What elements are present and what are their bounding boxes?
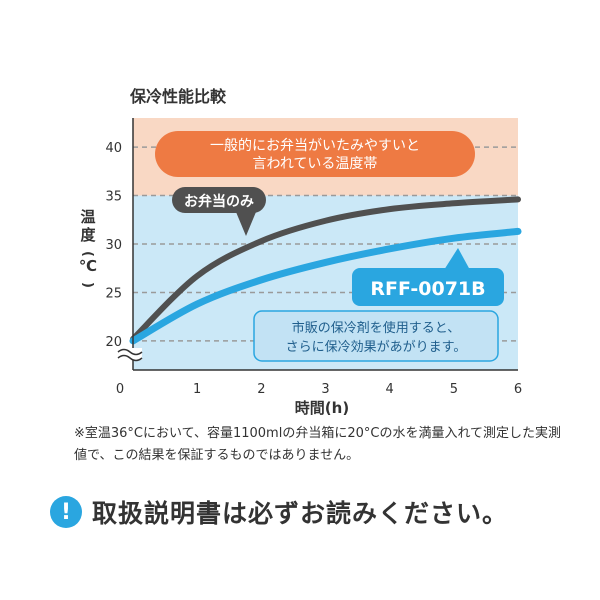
series-line-bento — [130, 196, 521, 342]
callout-box — [253, 310, 499, 362]
y-axis-label: 温度 (℃) — [79, 208, 97, 288]
y-tick-label: 30 — [105, 238, 122, 253]
product-label-text: RFF-0071B — [370, 278, 485, 300]
callout-line2: さらに保冷効果があがります。 — [286, 340, 467, 355]
footnote: ※室温36°Cにおいて、容量1100mlの弁当箱に20°Cの水を満量入れて測定し… — [74, 426, 562, 463]
danger-label-line1: 一般的にお弁当がいたみやすいと — [210, 138, 420, 154]
axis-break-mark — [117, 354, 143, 362]
y-axis-label-char: ℃ — [79, 257, 97, 275]
danger-label-pill — [155, 131, 475, 177]
axis-break-gap — [118, 348, 142, 360]
bento-label-text: お弁当のみ — [184, 193, 254, 210]
x-axis-label: 時間(h) — [295, 399, 349, 417]
x-tick-label: 2 — [257, 382, 265, 397]
notice: ! 取扱説明書は必ずお読みください。 — [50, 492, 508, 532]
callout-line1: 市販の保冷剤を使用すると、 — [292, 320, 460, 336]
y-axis-label-char: 温 — [80, 208, 95, 226]
axis-break-mark — [117, 348, 143, 356]
series-lines — [129, 196, 522, 345]
axes — [132, 118, 518, 371]
callout: 市販の保冷剤を使用すると、 さらに保冷効果があがります。 — [253, 310, 499, 362]
x-tick-labels: 0 1 2 3 4 5 6 — [116, 382, 522, 397]
y-tick-label: 20 — [105, 335, 122, 350]
product-label-box — [352, 268, 504, 306]
series-label-product: RFF-0071B — [352, 248, 504, 306]
product-label-pointer — [444, 248, 470, 270]
y-tick-label: 35 — [105, 190, 122, 205]
y-tick-labels: 20 25 30 35 40 — [105, 141, 122, 350]
notice-text: 取扱説明書は必ずお読みください。 — [92, 499, 509, 528]
x-tick-label: 4 — [386, 382, 394, 397]
y-axis-label-char: ) — [80, 282, 95, 288]
y-tick-label: 40 — [105, 141, 122, 156]
exclamation-icon: ! — [50, 496, 82, 528]
bento-label-pointer — [236, 212, 256, 236]
x-tick-label: 1 — [193, 382, 201, 397]
x-tick-label: 3 — [321, 382, 329, 397]
chart-title: 保冷性能比較 — [129, 87, 227, 106]
y-axis-label-char: ( — [80, 251, 95, 257]
y-tick-label: 25 — [105, 286, 122, 301]
x-tick-label: 0 — [116, 382, 124, 397]
axis-break — [117, 348, 143, 362]
bento-label-box — [172, 187, 266, 213]
danger-zone-label: 一般的にお弁当がいたみやすいと 言われている温度帯 — [155, 131, 475, 177]
danger-label-line2: 言われている温度帯 — [253, 156, 378, 172]
series-line-product — [129, 227, 522, 345]
x-tick-label: 5 — [450, 382, 458, 397]
series-label-bento: お弁当のみ — [172, 187, 266, 236]
y-axis-label-char: 度 — [80, 226, 96, 244]
x-tick-label: 6 — [514, 382, 522, 397]
